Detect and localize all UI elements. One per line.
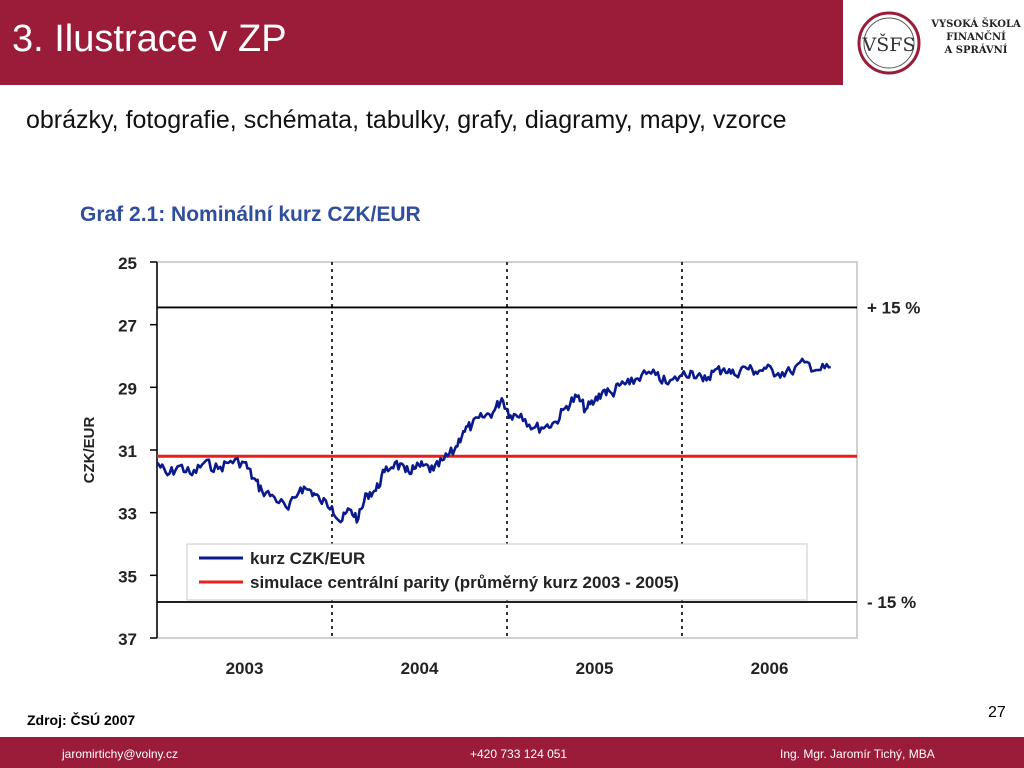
page-number: 27 (988, 704, 1006, 721)
x-tick-label: 2006 (751, 659, 789, 678)
x-tick-label: 2004 (401, 659, 439, 678)
y-axis-label: CZK/EUR (81, 417, 98, 484)
logo-text: VYSOKÁ ŠKOLA FINANČNÍ A SPRÁVNÍ (930, 18, 1022, 57)
y-tick-label: 31 (118, 442, 137, 461)
header-bar: 3. Ilustrace v ZP (0, 0, 843, 85)
school-seal-icon: VŠFS (857, 11, 921, 75)
y-tick-label: 27 (118, 317, 137, 336)
logo-monogram: VŠFS (862, 33, 916, 56)
x-tick-label: 2005 (576, 659, 614, 678)
logo-line-3: A SPRÁVNÍ (944, 45, 1008, 56)
y-tick-label: 25 (118, 254, 137, 273)
slide-subtitle: obrázky, fotografie, schémata, tabulky, … (26, 106, 787, 134)
x-tick-label: 2003 (226, 659, 264, 678)
exchange-rate-chart: 25 27 29 31 33 35 37 CZK/EUR 2003 2004 2005 2006 + 1… (81, 254, 920, 678)
legend-box (186, 543, 808, 601)
slide-title: 3. Ilustrace v ZP (12, 18, 287, 60)
source-note: Zdroj: ČSÚ 2007 (27, 712, 136, 728)
reference-line-label: + 15 % (867, 298, 920, 317)
logo-line-1: VYSOKÁ ŠKOLA (931, 19, 1021, 30)
y-tick-label: 33 (118, 505, 137, 524)
footer-bar: jaromirtichy@volny.cz +420 733 124 051 I… (0, 737, 1024, 768)
logo-line-2: FINANČNÍ (946, 32, 1006, 43)
y-tick-label: 35 (118, 567, 137, 586)
chart-title: Graf 2.1: Nominální kurz CZK/EUR (80, 203, 421, 226)
legend-label-kurz: kurz CZK/EUR (250, 549, 365, 568)
series-line-kurz (156, 357, 831, 524)
footer-phone: +420 733 124 051 (470, 747, 568, 761)
reference-line-label: - 15 % (867, 593, 916, 612)
footer-author: Ing. Mgr. Jaromír Tichý, MBA (780, 747, 935, 761)
legend-label-parity: simulace centrální parity (průměrný kurz… (250, 573, 679, 592)
y-tick-label: 37 (118, 630, 137, 649)
school-logo: VŠFS VYSOKÁ ŠKOLA FINANČNÍ A SPRÁVNÍ (846, 0, 1024, 85)
footer-email: jaromirtichy@volny.cz (62, 747, 178, 761)
y-tick-label: 29 (118, 379, 137, 398)
